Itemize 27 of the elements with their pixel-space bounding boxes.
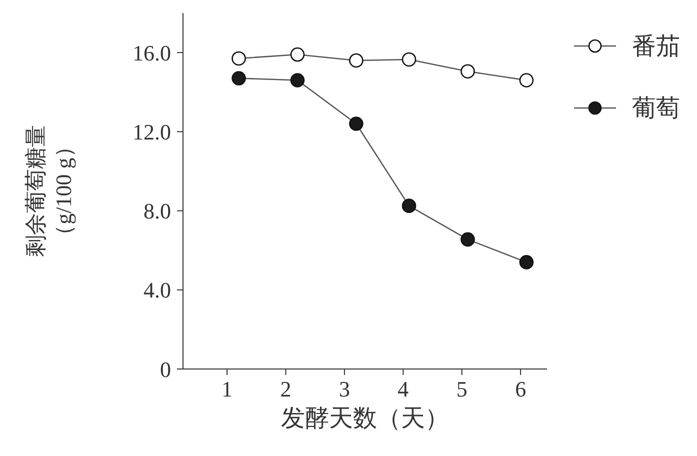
y-tick-label: 4.0 xyxy=(144,278,171,303)
x-tick-label: 4 xyxy=(398,376,409,402)
point xyxy=(519,73,534,88)
x-axis-title: 发酵天数（天） xyxy=(281,406,449,432)
legend-label: 葡萄 xyxy=(632,95,680,124)
point xyxy=(232,71,246,86)
point xyxy=(402,52,416,67)
point xyxy=(460,232,475,247)
point xyxy=(232,51,246,66)
legend-label: 番茄 xyxy=(632,33,680,62)
x-tick-label: 6 xyxy=(515,376,526,402)
point xyxy=(349,53,364,68)
point xyxy=(349,116,364,131)
y-tick-label: 16.0 xyxy=(132,40,171,66)
y-tick-label: 8.0 xyxy=(144,198,171,224)
point xyxy=(519,255,534,270)
x-tick-label: 1 xyxy=(222,376,233,402)
y-tick-label: 12.0 xyxy=(132,119,171,144)
point xyxy=(460,64,475,78)
x-tick-label: 2 xyxy=(280,376,292,402)
y-axis-title: 剩余葡萄糖量（g/100 g） xyxy=(23,125,76,257)
x-tick-label: 3 xyxy=(338,376,350,402)
x-tick-label: 5 xyxy=(456,376,468,402)
y-tick-label: 0 xyxy=(160,356,171,382)
point xyxy=(290,47,305,62)
point xyxy=(290,73,305,88)
point xyxy=(402,198,416,213)
